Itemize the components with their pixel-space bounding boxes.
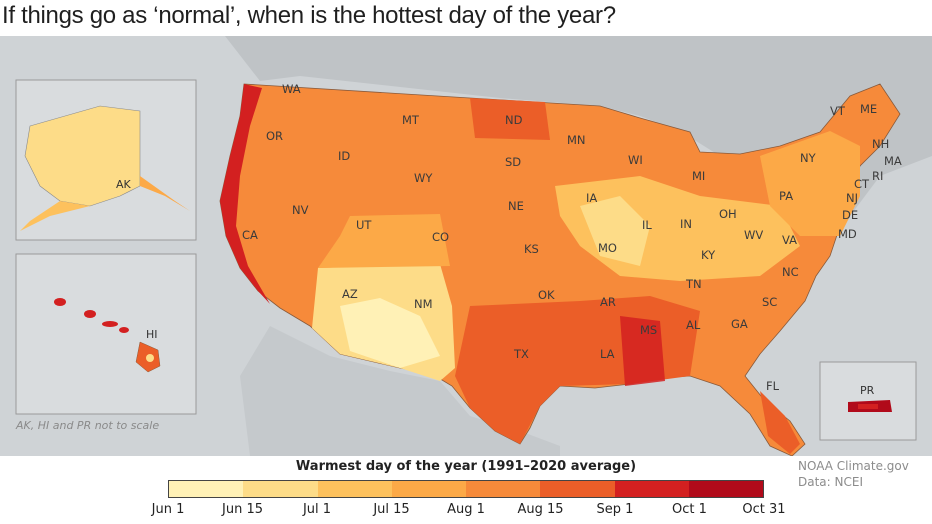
state-label: ID — [338, 149, 350, 163]
state-label: KS — [524, 242, 539, 256]
ms-hot — [620, 316, 665, 386]
page-title: If things go as ‘normal’, when is the ho… — [2, 2, 616, 29]
legend-color-bar — [168, 480, 764, 498]
state-label: NC — [782, 265, 799, 279]
state-label: TN — [685, 277, 702, 291]
state-label: ME — [860, 102, 877, 116]
state-label: VA — [782, 233, 797, 247]
legend-swatch — [317, 481, 392, 497]
legend-swatch — [243, 481, 318, 497]
credit: NOAA Climate.gov Data: NCEI — [798, 458, 909, 490]
state-label: OH — [719, 207, 737, 221]
map-panel: AK HI PR WA OR CA NV ID MT WY UT CO AZ N… — [0, 36, 932, 456]
west-coast-hot — [220, 84, 270, 304]
legend-tick: Jun 1 — [151, 502, 185, 517]
legend-tick: Jun 15 — [222, 502, 263, 517]
scale-note: AK, HI and PR not to scale — [16, 419, 160, 432]
state-label: UT — [356, 218, 372, 232]
florida-hot — [760, 391, 800, 454]
legend-tick: Oct 1 — [672, 502, 707, 517]
state-label: AZ — [342, 287, 358, 301]
state-label: GA — [731, 317, 748, 331]
state-label: LA — [600, 347, 615, 361]
legend-tick: Sep 1 — [596, 502, 634, 517]
state-label: MN — [567, 133, 586, 147]
state-label: AL — [686, 318, 701, 332]
state-label: SD — [505, 155, 521, 169]
state-label: NM — [414, 297, 433, 311]
state-label: MS — [640, 323, 657, 337]
puerto-rico-inset — [819, 361, 917, 441]
state-label: TX — [513, 347, 529, 361]
legend-swatch — [169, 481, 244, 497]
legend-tick: Aug 1 — [447, 502, 485, 517]
state-label: MA — [884, 154, 902, 168]
us-map: AK HI PR WA OR CA NV ID MT WY UT CO AZ N… — [15, 36, 932, 456]
state-label: PA — [779, 189, 793, 203]
state-label: NE — [508, 199, 524, 213]
dakota-hot — [470, 98, 550, 140]
legend-swatch — [688, 481, 763, 497]
credit-source: NOAA Climate.gov — [798, 459, 909, 473]
state-label: IA — [586, 191, 597, 205]
hawaii-inset — [15, 253, 197, 415]
legend-tick: Aug 15 — [517, 502, 564, 517]
state-label: WY — [414, 171, 433, 185]
state-label: NY — [800, 151, 817, 165]
state-label: SC — [762, 295, 777, 309]
legend-tick-labels: Jun 1 Jun 15 Jul 1 Jul 15 Aug 1 Aug 15 Sep 1 Oc… — [0, 502, 932, 522]
legend-swatch — [614, 481, 689, 497]
state-label: WA — [282, 82, 301, 96]
state-label: AR — [600, 295, 616, 309]
legend-title: Warmest day of the year (1991–2020 avera… — [295, 459, 637, 474]
state-label: DE — [842, 208, 858, 222]
legend-swatch — [466, 481, 541, 497]
state-label: MI — [692, 169, 705, 183]
state-label: WV — [744, 228, 763, 242]
credit-data: Data: NCEI — [798, 475, 863, 489]
state-label: VT — [830, 104, 846, 118]
state-label: FL — [766, 379, 780, 393]
state-label: CO — [432, 230, 449, 244]
state-label: NH — [872, 137, 889, 151]
legend-swatch — [391, 481, 466, 497]
state-label: NJ — [846, 191, 858, 205]
label-pr: PR — [860, 384, 875, 397]
state-label: RI — [872, 169, 883, 183]
rockies-region — [318, 214, 450, 268]
midwest-palest — [580, 196, 650, 266]
state-label: CT — [854, 177, 870, 191]
state-label: IL — [642, 218, 652, 232]
state-label: NV — [292, 203, 309, 217]
state-label: MO — [598, 241, 617, 255]
state-label: ND — [505, 113, 523, 127]
state-label: MD — [838, 227, 857, 241]
state-label: WI — [628, 153, 643, 167]
state-label: IN — [680, 217, 692, 231]
legend-tick: Jul 15 — [373, 502, 410, 517]
state-label: MT — [402, 113, 420, 127]
label-hi: HI — [146, 328, 158, 341]
northeast-region — [760, 131, 860, 236]
state-label: KY — [701, 248, 716, 262]
state-label: OR — [266, 129, 283, 143]
state-label: OK — [538, 288, 555, 302]
southwest-palest — [340, 298, 440, 368]
legend-tick: Oct 31 — [742, 502, 786, 517]
label-ak: AK — [116, 178, 132, 191]
legend-swatch — [540, 481, 615, 497]
legend-tick: Jul 1 — [302, 502, 332, 517]
state-label: CA — [242, 228, 258, 242]
